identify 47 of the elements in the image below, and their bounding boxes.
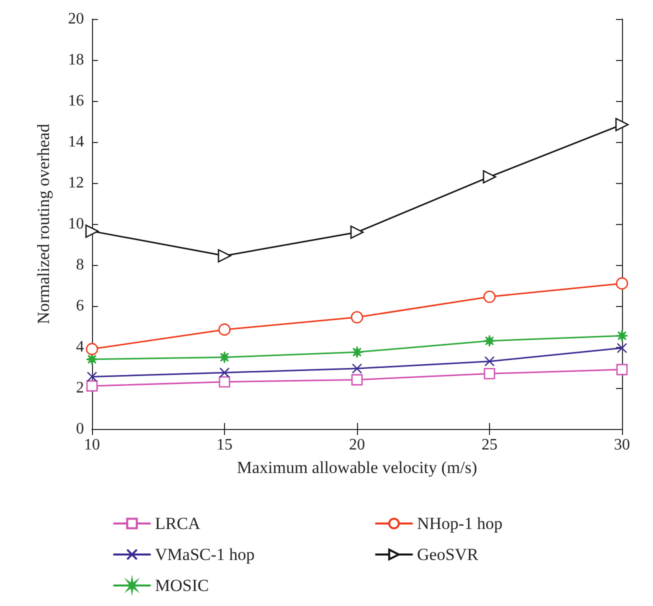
- legend-label: VMaSC-1 hop: [155, 545, 255, 564]
- y-tick-label: 20: [68, 10, 84, 28]
- y-tick-label: 12: [68, 174, 84, 192]
- x-axis-title: Maximum allowable velocity (m/s): [236, 458, 478, 477]
- legend-label: LRCA: [155, 514, 202, 533]
- point: [350, 346, 364, 358]
- y-tick-label: 8: [76, 256, 84, 274]
- point: [482, 170, 496, 184]
- y-tick-label: 10: [68, 216, 84, 232]
- y-tick-label: 18: [68, 52, 84, 68]
- point: [86, 372, 98, 382]
- point: [484, 356, 495, 366]
- x-tick-label: 15: [216, 436, 232, 454]
- point: [350, 311, 364, 324]
- point: [350, 226, 364, 239]
- x-tick-label: 30: [614, 436, 630, 454]
- y-axis-title: Normalized routing overhead: [34, 123, 53, 324]
- point: [218, 249, 232, 262]
- y-tick-label: 0: [76, 420, 84, 438]
- point: [218, 376, 230, 388]
- point: [351, 374, 363, 386]
- point: [86, 380, 98, 392]
- x-tick-label: 20: [349, 436, 365, 454]
- x-tick-label: 25: [482, 436, 498, 454]
- legend-label: MOSIC: [155, 576, 209, 595]
- point: [352, 363, 362, 374]
- point: [219, 367, 230, 378]
- y-tick-label: 4: [76, 338, 84, 356]
- point: [86, 342, 98, 356]
- point: [86, 353, 98, 366]
- y-tick-label: 14: [68, 134, 84, 150]
- point: [218, 323, 231, 336]
- legend-label: GeoSVR: [417, 545, 480, 564]
- y-tick-label: 6: [76, 298, 84, 314]
- point: [483, 290, 496, 303]
- point: [616, 364, 628, 376]
- point: [484, 368, 496, 380]
- point: [85, 224, 99, 238]
- point: [616, 342, 628, 354]
- point: [615, 118, 629, 132]
- point: [616, 277, 628, 290]
- point: [616, 330, 628, 342]
- legend-label: NHop-1 hop: [417, 514, 502, 533]
- point: [483, 334, 496, 347]
- y-tick-label: 16: [68, 92, 84, 110]
- point: [218, 351, 231, 364]
- y-tick-label: 2: [76, 380, 84, 396]
